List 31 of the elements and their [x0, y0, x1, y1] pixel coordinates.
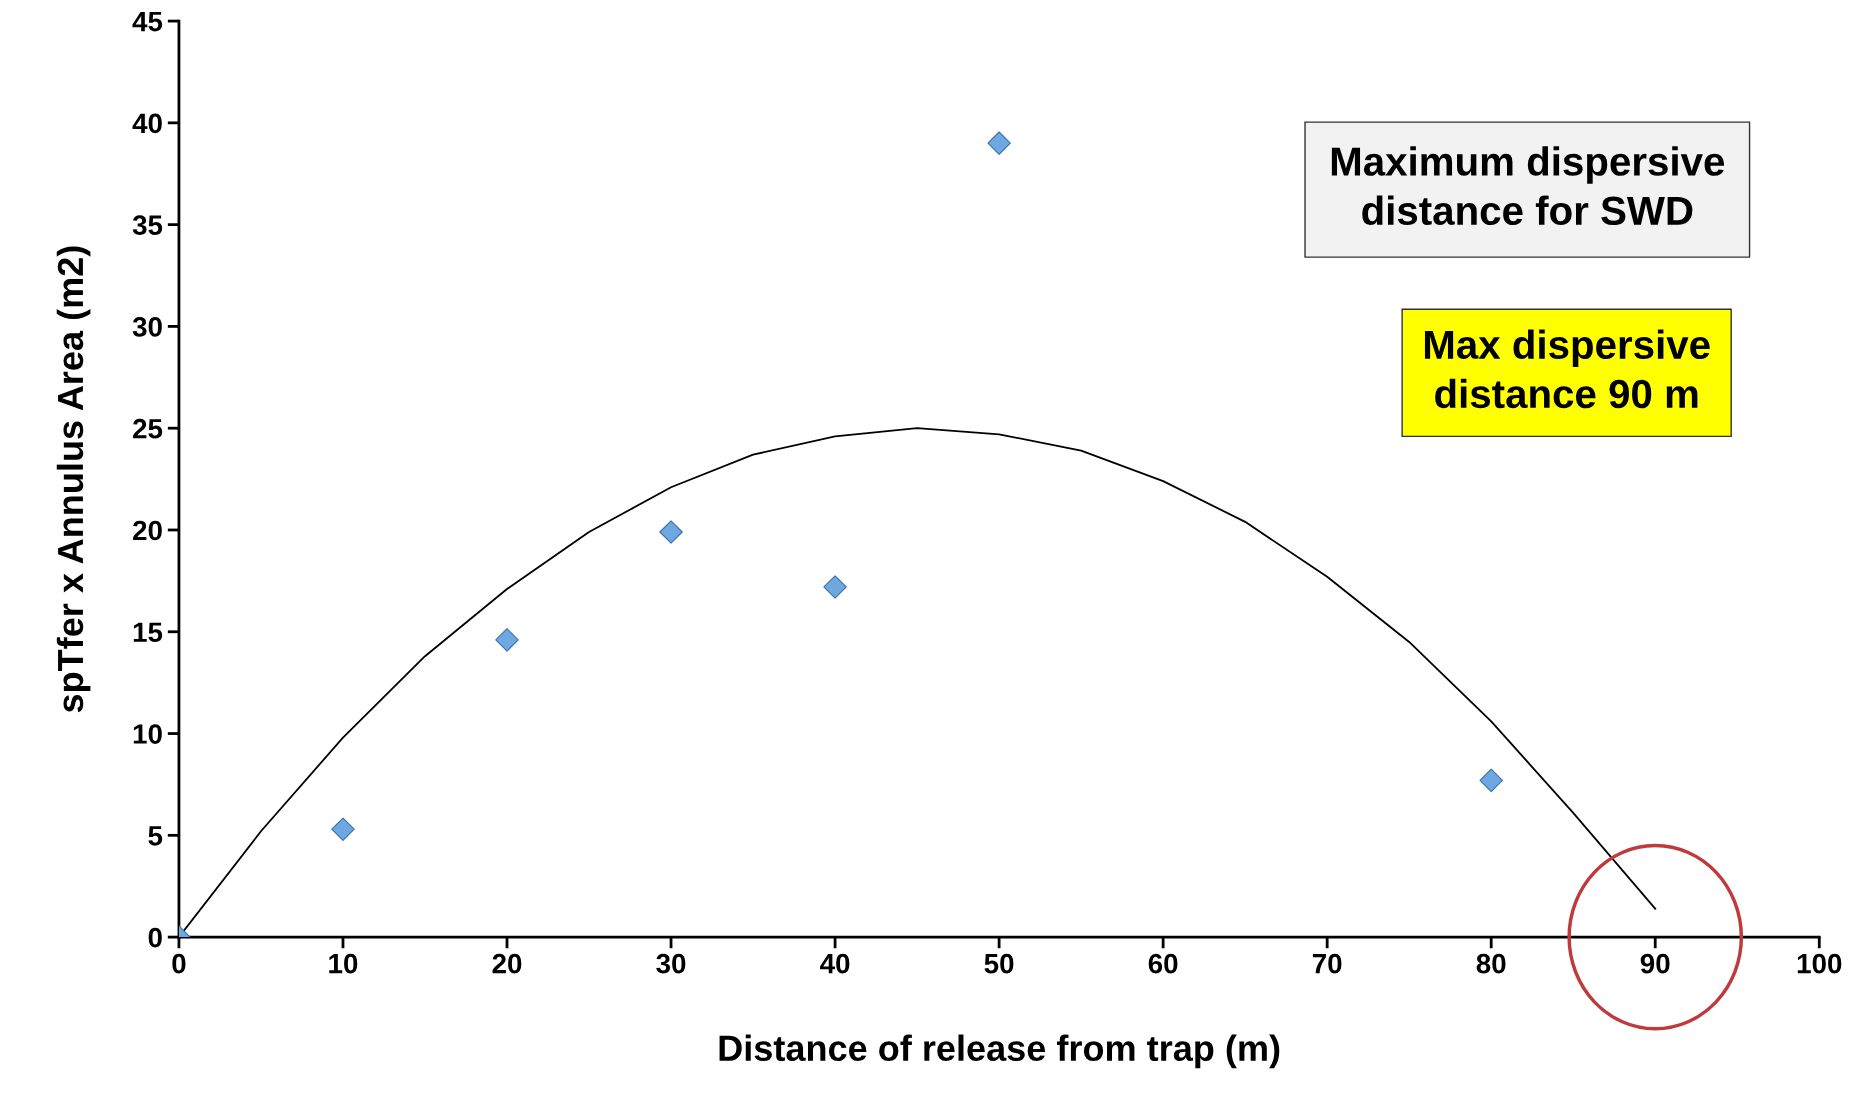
- y-tick-label: 15: [133, 622, 163, 643]
- x-tick-label: 0: [172, 953, 186, 974]
- point: [331, 817, 355, 841]
- y-tick-label: 10: [133, 724, 162, 744]
- point: [659, 520, 683, 544]
- x-tick-label: 50: [984, 953, 1014, 974]
- annotation: Maximum dispersive distance for SWD: [1331, 146, 1725, 226]
- y-tick-label: 30: [132, 317, 162, 337]
- y-tick-label: 0: [148, 927, 162, 948]
- point: [987, 131, 1011, 155]
- x-tick-label: 70: [1312, 953, 1342, 974]
- x-tick-label: 80: [1476, 953, 1506, 974]
- x-axis-title: Distance of release from trap (m): [719, 1034, 1280, 1069]
- y-tick-label: 45: [132, 12, 163, 32]
- x-tick-label: 100: [1797, 953, 1842, 974]
- x-tick-label: 40: [820, 953, 850, 974]
- x-tick-label: 10: [329, 953, 358, 974]
- point: [823, 575, 847, 599]
- annotation: Max dispersive distance 90 m: [1424, 329, 1710, 409]
- x-tick-label: 60: [1148, 953, 1178, 974]
- y-tick-label: 35: [132, 215, 163, 236]
- point: [1479, 768, 1503, 793]
- y-tick-label: 25: [133, 418, 163, 439]
- point: [495, 628, 519, 652]
- x-tick-label: 20: [492, 953, 522, 974]
- y-axis-title: spTfer x Annulus Area (m2): [56, 246, 91, 713]
- x-tick-label: 90: [1640, 953, 1670, 974]
- y-tick-label: 5: [148, 826, 163, 846]
- x-tick-label: 30: [656, 953, 686, 974]
- y-tick-label: 40: [132, 113, 162, 134]
- y-tick-label: 20: [133, 520, 162, 541]
